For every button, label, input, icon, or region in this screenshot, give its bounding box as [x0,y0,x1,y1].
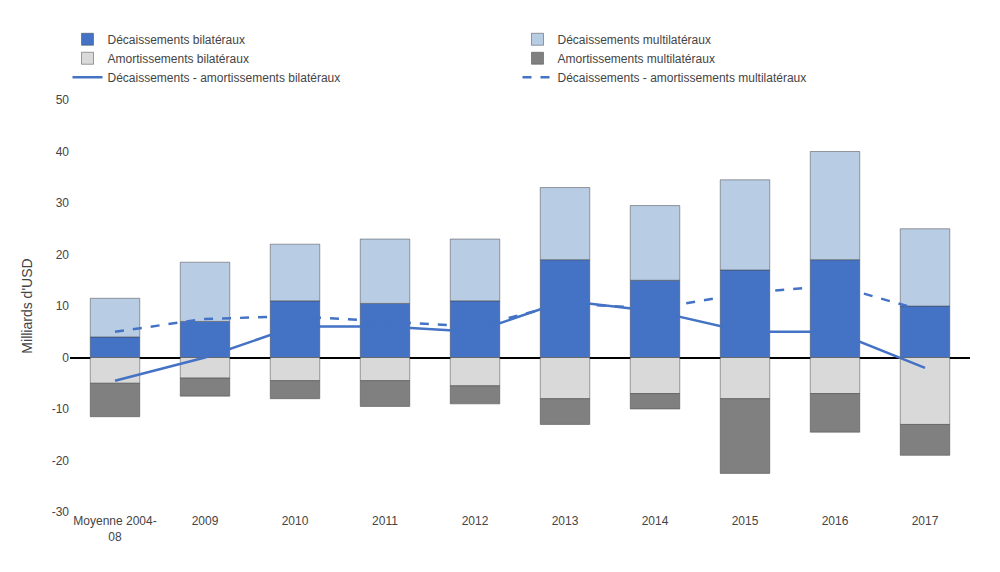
svg-text:Décaissements multilatéraux: Décaissements multilatéraux [558,33,711,47]
svg-text:40: 40 [56,145,70,159]
svg-text:0: 0 [62,351,69,365]
svg-text:2015: 2015 [732,514,759,528]
svg-text:10: 10 [56,299,70,313]
svg-text:Amortissements bilatéraux: Amortissements bilatéraux [108,52,249,66]
svg-text:-10: -10 [52,402,70,416]
svg-text:20: 20 [56,248,70,262]
svg-text:-30: -30 [52,505,70,519]
svg-text:Décaissements bilatéraux: Décaissements bilatéraux [108,33,245,47]
svg-text:Amortissements multilatéraux: Amortissements multilatéraux [558,52,715,66]
svg-text:2009: 2009 [192,514,219,528]
svg-text:2010: 2010 [282,514,309,528]
svg-text:2014: 2014 [642,514,669,528]
svg-text:2012: 2012 [462,514,489,528]
svg-text:Décaissements - amortissements: Décaissements - amortissements bilatérau… [108,71,341,85]
svg-text:2013: 2013 [552,514,579,528]
svg-text:Milliards d'USD: Milliards d'USD [19,258,35,353]
svg-text:50: 50 [56,93,70,107]
svg-text:Décaissements - amortissements: Décaissements - amortissements multilaté… [558,71,807,85]
svg-text:30: 30 [56,196,70,210]
svg-text:2011: 2011 [372,514,398,528]
svg-text:2017: 2017 [912,514,939,528]
svg-text:Moyenne 2004-08: Moyenne 2004-08 [73,514,156,544]
svg-text:2016: 2016 [822,514,849,528]
svg-text:-20: -20 [52,454,70,468]
